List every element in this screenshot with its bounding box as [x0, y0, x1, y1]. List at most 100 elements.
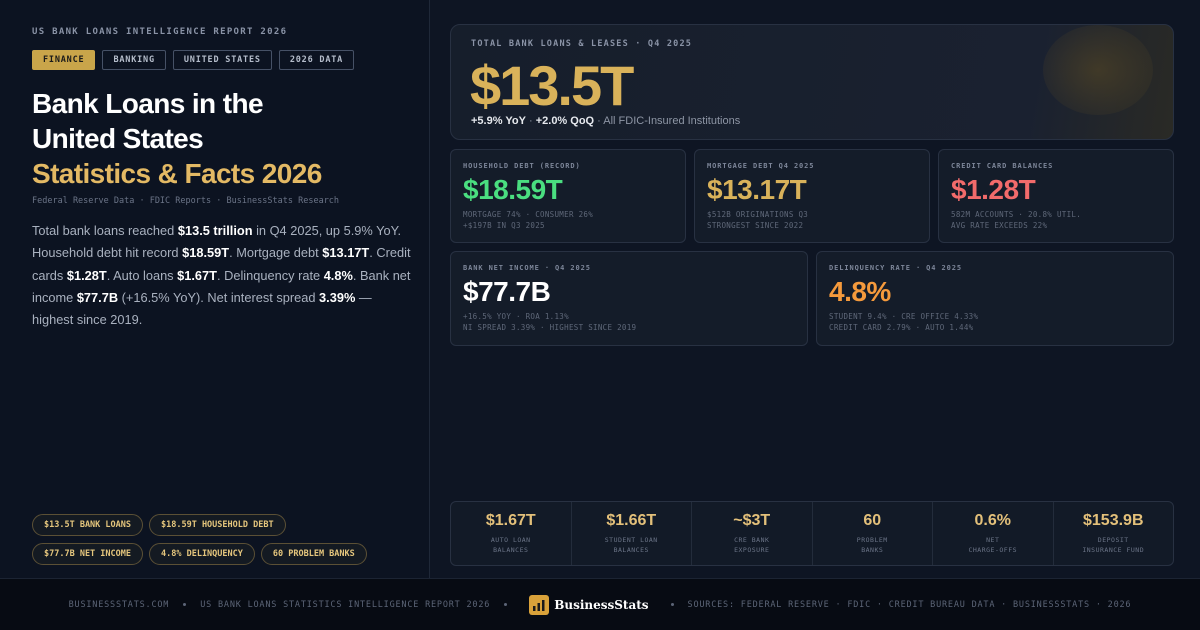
card-note: $512B ORIGINATIONS Q3	[707, 210, 809, 219]
stat-label-line: INSURANCE FUND	[1082, 546, 1145, 554]
card-value: $77.7B	[463, 276, 551, 307]
card-note: CREDIT CARD 2.79% · AUTO 1.44%	[829, 323, 974, 332]
stat-label: DEPOSIT INSURANCE FUND	[1054, 535, 1174, 555]
text-run: Total bank loans reached	[32, 223, 178, 238]
emphasis: $1.67T	[177, 267, 217, 283]
emphasis: $13.5 trillion	[177, 223, 253, 238]
stat: 0.6% NET CHARGE-OFFS	[933, 502, 1054, 565]
chip: 4.8% DELINQUENCY	[149, 543, 255, 565]
text-run: ·	[525, 115, 536, 127]
stat-value: $153.9B	[1083, 512, 1144, 529]
chip-row: $77.7B NET INCOME 4.8% DELINQUENCY 60 PROB…	[32, 543, 367, 565]
stat: $1.67T AUTO LOAN BALANCES	[451, 502, 572, 565]
stat-label-line: NET	[986, 536, 1000, 544]
stat: $153.9B DEPOSIT INSURANCE FUND	[1054, 502, 1174, 565]
title: Bank Loans in the United States Statistics…	[32, 86, 322, 191]
hero-value: $13.5T	[470, 54, 634, 117]
stat: $1.66T STUDENT LOAN BALANCES	[572, 502, 692, 565]
stat-label-line: PROBLEM	[856, 536, 888, 544]
card-value: $1.28T	[951, 174, 1036, 205]
stat-label-line: BANKS	[861, 546, 884, 554]
glow	[1043, 25, 1153, 115]
footer: BUSINESSSTATS.COM US BANK LOANS STATISTI…	[0, 578, 1200, 630]
tag: 2026 DATA	[278, 50, 355, 70]
chip: $77.7B NET INCOME	[32, 543, 143, 565]
text-run: · All FDIC-Insured Institutions	[594, 115, 741, 127]
text-run: . Auto loans	[106, 267, 178, 283]
stat-value: $1.67T	[485, 512, 536, 529]
card-value: $18.59T	[463, 174, 563, 205]
stat-value: 60	[863, 512, 882, 529]
left-panel: US BANK LOANS INTELLIGENCE REPORT 2026 F…	[0, 0, 430, 578]
card-note: NI SPREAD 3.39% · HIGHEST SINCE 2019	[463, 323, 637, 332]
tag-list: FINANCE BANKING UNITED STATES 2026 DATA	[32, 50, 355, 70]
eyebrow: US BANK LOANS INTELLIGENCE REPORT 2026	[32, 27, 288, 37]
stat-strip: $1.67T AUTO LOAN BALANCES $1.66T STUDENT LOA…	[450, 501, 1174, 566]
sources-line: Federal Reserve Data · FDIC Reports · Bu…	[32, 196, 340, 206]
stat-label-line: AUTO LOAN	[490, 536, 531, 544]
emphasis: $1.28T	[66, 267, 107, 283]
brand: BusinessStats	[529, 594, 649, 615]
text-run: (+16.5% YoY). Net interest spread	[118, 289, 320, 305]
stat-label-line: CRE BANK	[734, 536, 770, 544]
emphasis: $13.17T	[322, 245, 370, 261]
footer-site: BUSINESSSTATS.COM	[68, 599, 170, 610]
stat-label: PROBLEM BANKS	[813, 535, 933, 555]
hero-label: TOTAL BANK LOANS & LEASES · Q4 2025	[471, 39, 693, 49]
stat-card: MORTGAGE DEBT Q4 2025 $13.17T $512B ORIGIN…	[694, 149, 930, 243]
card-note: 582M ACCOUNTS · 20.8% UTIL.	[951, 210, 1082, 219]
chip-row: $13.5T BANK LOANS $18.59T HOUSEHOLD DEBT	[32, 514, 367, 536]
stat-label: AUTO LOAN BALANCES	[451, 535, 571, 555]
card-value: 4.8%	[829, 276, 891, 307]
card-label: CREDIT CARD BALANCES	[951, 162, 1054, 170]
stat-label-line: STUDENT LOAN	[604, 536, 658, 544]
card-note: AVG RATE EXCEEDS 22%	[951, 221, 1048, 230]
chip: $18.59T HOUSEHOLD DEBT	[149, 514, 286, 536]
text-run: . Credit cards	[32, 245, 411, 283]
stat-label: NET CHARGE-OFFS	[933, 535, 1053, 555]
stat-card: CREDIT CARD BALANCES $1.28T 582M ACCOUNTS …	[938, 149, 1174, 243]
card-note: STRONGEST SINCE 2022	[707, 221, 804, 230]
tag: UNITED STATES	[172, 50, 272, 70]
emphasis: +2.0% QoQ	[535, 115, 595, 127]
stat-label: STUDENT LOAN BALANCES	[572, 535, 692, 555]
stat-value: $1.66T	[606, 512, 657, 529]
tag: FINANCE	[32, 50, 96, 70]
stat-label-line: CHARGE-OFFS	[968, 546, 1018, 554]
separator	[670, 603, 674, 606]
summary: Total bank loans reached $13.5 trillion …	[32, 220, 412, 331]
tag: BANKING	[102, 50, 166, 70]
emphasis: $77.7B	[76, 289, 119, 305]
text-run: . Delinquency rate	[216, 267, 324, 283]
title-line: United States	[32, 123, 204, 154]
text-run: — highest since 2019.	[32, 289, 372, 328]
footer-sources: SOURCES: FEDERAL RESERVE · FDIC · CREDIT…	[687, 599, 1132, 610]
emphasis: 3.39%	[319, 289, 356, 305]
stat-label-line: BALANCES	[493, 546, 529, 554]
emphasis: 4.8%	[323, 267, 353, 283]
emphasis: $18.59T	[182, 245, 230, 261]
brand-name: BusinessStats	[554, 597, 649, 612]
stat-value: ~$3T	[733, 512, 771, 529]
chip: $13.5T BANK LOANS	[32, 514, 143, 536]
card-label: HOUSEHOLD DEBT (RECORD)	[463, 162, 581, 170]
card-label: DELINQUENCY RATE · Q4 2025	[829, 264, 962, 272]
card-note: STUDENT 9.4% · CRE OFFICE 4.33%	[829, 312, 979, 321]
chip-list: $13.5T BANK LOANS $18.59T HOUSEHOLD DEBT $…	[32, 514, 367, 572]
chip: 60 PROBLEM BANKS	[260, 543, 367, 565]
separator	[183, 603, 187, 606]
stat-card: DELINQUENCY RATE · Q4 2025 4.8% STUDENT 9.…	[816, 251, 1174, 346]
stat-label-line: DEPOSIT	[1097, 536, 1129, 544]
stat-label-line: EXPOSURE	[734, 546, 770, 554]
footer-report: US BANK LOANS STATISTICS INTELLIGENCE RE…	[200, 599, 491, 610]
title-accent: Statistics & Facts 2026	[32, 158, 322, 189]
text-run: . Mortgage debt	[229, 245, 323, 261]
stat: 60 PROBLEM BANKS	[813, 502, 933, 565]
stat-card: HOUSEHOLD DEBT (RECORD) $18.59T MORTGAGE 7…	[450, 149, 686, 243]
brand-logo	[529, 594, 550, 615]
text-run: in Q4 2025, up 5.9% YoY. Household debt …	[32, 223, 402, 261]
card-note: +$197B IN Q3 2025	[463, 221, 545, 230]
card-value: $13.17T	[707, 174, 807, 205]
hero-card: TOTAL BANK LOANS & LEASES · Q4 2025 $13.…	[450, 24, 1174, 140]
